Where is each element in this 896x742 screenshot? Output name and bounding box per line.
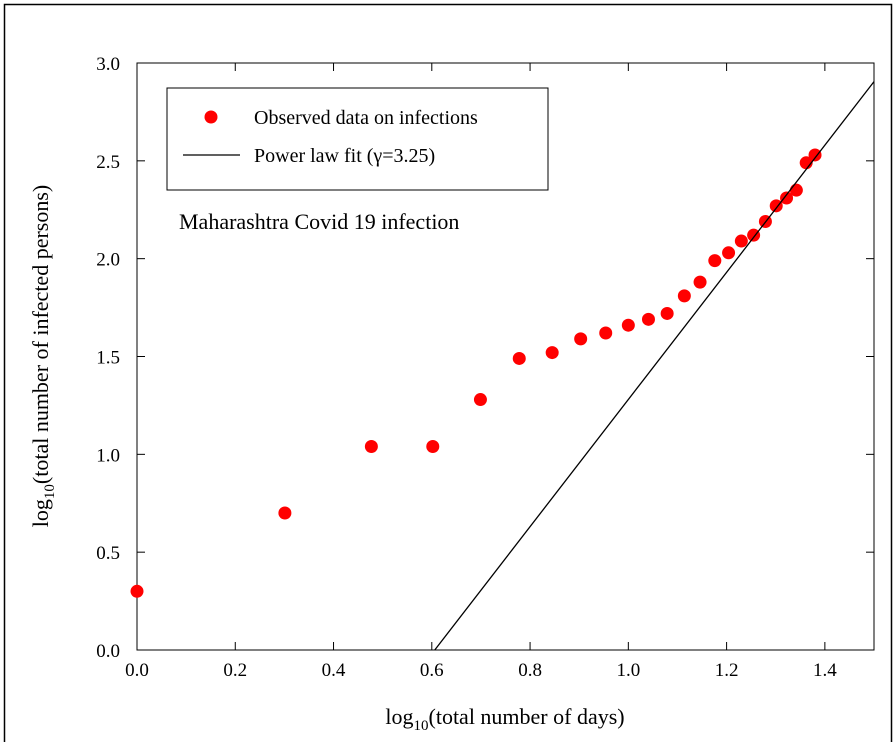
data-point (599, 326, 613, 340)
y-label-sub: 10 (42, 484, 58, 499)
data-point (641, 312, 655, 326)
data-point (722, 246, 736, 260)
x-axis-label: log10(total number of days) (385, 704, 624, 734)
x-label-log: log (385, 704, 413, 729)
y-tick-label: 0.5 (96, 543, 120, 564)
data-point (734, 234, 748, 248)
data-point (512, 351, 526, 365)
data-point (426, 440, 440, 454)
x-label-sub: 10 (414, 718, 429, 734)
y-tick-label: 2.0 (96, 250, 120, 271)
x-tick-label: 0.0 (125, 660, 149, 681)
frame (3, 3, 893, 742)
y-tick-label: 3.0 (96, 54, 120, 75)
y-tick-label: 2.5 (96, 152, 120, 173)
y-tick-label: 0.0 (96, 641, 120, 662)
data-point (621, 318, 635, 332)
x-tick-label: 0.4 (322, 660, 346, 681)
data-point (130, 584, 144, 598)
fit-line (434, 81, 875, 651)
y-label-log: log (28, 499, 53, 527)
x-tick-label: 0.8 (518, 660, 542, 681)
data-point (364, 440, 378, 454)
data-point (677, 289, 691, 303)
legend-label: Power law fit (γ=3.25) (254, 145, 435, 167)
y-label-text: (total number of infected persons) (28, 185, 53, 484)
data-point (708, 254, 722, 268)
data-point (574, 332, 588, 346)
data-point (473, 393, 487, 407)
data-point (808, 148, 822, 162)
annotation: Maharashtra Covid 19 infection (179, 209, 459, 234)
legend (166, 87, 549, 191)
data-point (780, 191, 794, 205)
data-point (278, 506, 292, 520)
x-tick-label: 1.2 (715, 660, 739, 681)
data-point (693, 275, 707, 289)
x-tick-label: 0.6 (420, 660, 444, 681)
data-point (769, 199, 783, 213)
x-tick-label: 1.0 (616, 660, 640, 681)
y-tick-label: 1.5 (96, 348, 120, 369)
legend-marker (204, 110, 218, 124)
x-label-text: (total number of days) (429, 704, 625, 729)
x-tick-label: 1.4 (813, 660, 837, 681)
legend-label: Observed data on infections (254, 107, 478, 129)
y-axis-label: log10(total number of infected persons) (28, 185, 58, 527)
data-point (747, 228, 761, 242)
data-point (660, 306, 674, 320)
x-tick-label: 0.2 (223, 660, 247, 681)
data-point (789, 183, 803, 197)
data-point (545, 346, 559, 360)
y-tick-label: 1.0 (96, 445, 120, 466)
